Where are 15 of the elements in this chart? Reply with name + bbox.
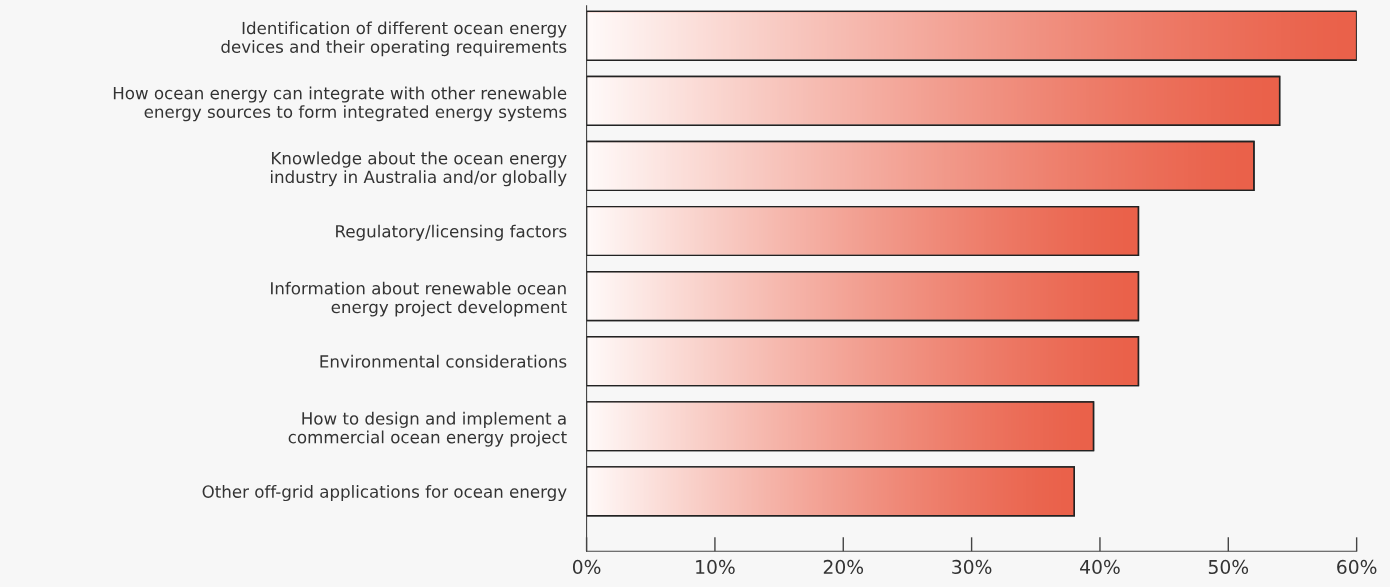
x-tick-label: 0% — [572, 559, 601, 575]
x-tick-label: 30% — [952, 559, 992, 575]
y-tick-label: How ocean energy can integrate with other renewable energy sources to form integrated energy systems — [113, 86, 567, 122]
y-tick-label: Identification of different ocean energy devices and their operating requirements — [221, 21, 567, 57]
y-tick-label: Regulatory/licensing factors — [336, 224, 567, 241]
y-tick-label: Knowledge about the ocean energy industry in Australia and/or globally — [270, 151, 567, 187]
x-tick-label: 20% — [823, 559, 864, 575]
x-tick-label: 40% — [1080, 559, 1120, 575]
y-tick-label: How to design and implement a commercial ocean energy project — [288, 411, 567, 447]
y-tick-label: Information about renewable ocean energy project development — [271, 281, 567, 317]
y-tick-label: Other off-grid applications for ocean energy — [202, 484, 567, 502]
x-tick-label: 60% — [1337, 559, 1377, 575]
x-tick-label: 10% — [696, 559, 735, 575]
y-tick-label: Environmental considerations — [320, 354, 567, 368]
x-tick-label: 50% — [1208, 559, 1249, 575]
